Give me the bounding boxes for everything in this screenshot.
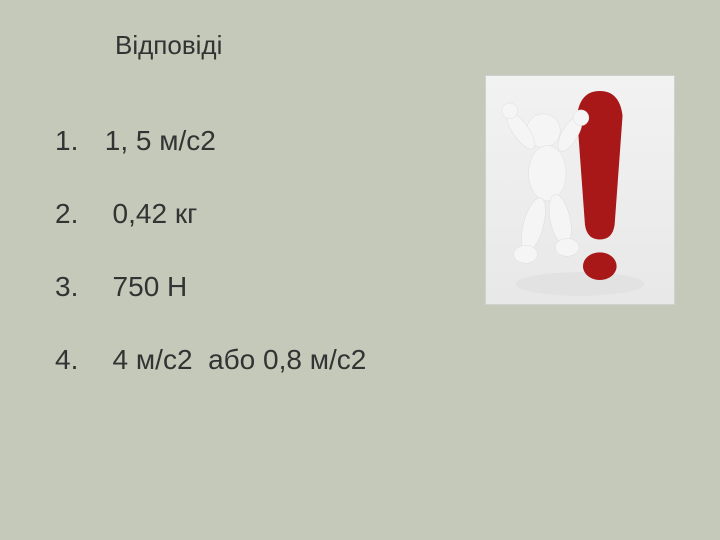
answer-value: 1, 5 м/с2: [97, 125, 216, 157]
answer-row: 2. 0,42 кг: [55, 198, 366, 230]
answer-value: 4 м/с2 або 0,8 м/с2: [97, 344, 366, 376]
answer-row: 4. 4 м/с2 або 0,8 м/с2: [55, 344, 366, 376]
answer-number: 3.: [55, 271, 97, 303]
answer-row: 1. 1, 5 м/с2: [55, 125, 366, 157]
answer-number: 1.: [55, 125, 97, 157]
answer-value: 750 Н: [97, 271, 187, 303]
slide-title: Відповіді: [115, 30, 222, 61]
answer-value: 0,42 кг: [97, 198, 197, 230]
exclamation-figure-icon: [486, 75, 674, 305]
answer-number: 2.: [55, 198, 97, 230]
answers-list: 1. 1, 5 м/с2 2. 0,42 кг 3. 750 Н 4. 4 м/…: [55, 125, 366, 417]
answer-row: 3. 750 Н: [55, 271, 366, 303]
figure-illustration: [485, 75, 675, 305]
answer-number: 4.: [55, 344, 97, 376]
